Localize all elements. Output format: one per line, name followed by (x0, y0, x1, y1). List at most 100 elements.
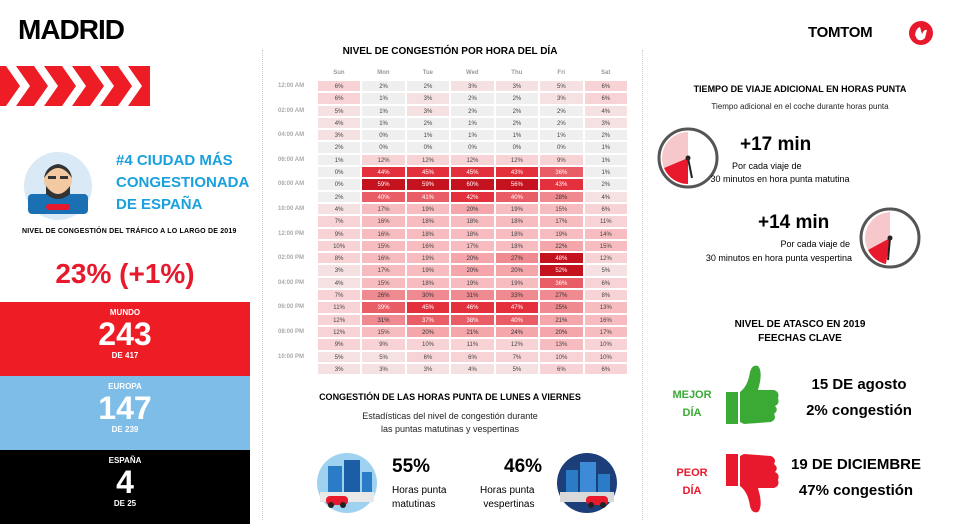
thumbs-up-icon (726, 365, 779, 424)
evening-peak-label: Horas punta vespertinas (480, 484, 534, 512)
rank-line: DE ESPAÑA (116, 196, 203, 213)
best-day-label: MEJOR DÍA (662, 386, 722, 422)
heatmap-cell: 16% (583, 313, 629, 326)
heatmap-day-label: Sun (333, 70, 345, 76)
tomtom-hand-icon (909, 21, 933, 45)
heatmap-corner (268, 66, 317, 80)
heatmap-hour-label (268, 92, 317, 104)
heatmap-cell: 36% (539, 276, 584, 290)
heatmap-row: 08:00 AM 0% 59% 59% 60% 56% 43% 2% (268, 178, 629, 191)
heatmap-cell: 6% (583, 80, 629, 93)
heatmap-cell: 41% (405, 190, 451, 203)
heatmap-cell: 16% (361, 227, 406, 240)
heatmap-cell: 45% (405, 166, 451, 179)
heatmap-hour-label (268, 215, 317, 227)
heatmap-row: 3% 3% 3% 4% 5% 6% 6% (268, 362, 629, 376)
heatmap-row: 2% 0% 0% 0% 0% 0% 1% (268, 141, 629, 154)
best-day-label-line: MEJOR (672, 389, 712, 401)
heatmap-cell: 1% (361, 92, 406, 105)
heatmap-cell: 12% (450, 153, 495, 167)
rank-box-title: ESPAÑA (108, 456, 142, 465)
heatmap-cell: 2% (494, 92, 540, 105)
morning-extra-time-value: +17 min (740, 134, 812, 155)
heatmap-hour-label: 06:00 PM (278, 304, 305, 311)
heatmap-cell: 19% (494, 202, 540, 216)
heatmap-cell: 46% (450, 301, 495, 314)
heatmap-hour-label (268, 363, 317, 375)
heatmap-cell: 3% (316, 264, 362, 277)
heatmap-cell: 40% (494, 313, 540, 326)
heatmap-cell: 10% (583, 338, 629, 351)
worst-day-date: 19 DE DICIEMBRE (790, 456, 922, 473)
peak-subtitle-line: Estadísticas del nivel de congestión dur… (362, 411, 538, 421)
heatmap-cell: 12% (583, 252, 629, 265)
heatmap-cell: 31% (361, 313, 406, 326)
heatmap-hour-label (268, 240, 317, 252)
heatmap-cell: 3% (494, 80, 540, 93)
morning-extra-time-line: Por cada viaje de (732, 161, 802, 171)
rank-box-value: 243 (98, 316, 152, 352)
extra-time-title: TIEMPO DE VIAJE ADICIONAL EN HORAS PUNTA (693, 84, 907, 94)
rank-headline: #4 CIUDAD MÁS CONGESTIONADA DE ESPAÑA (116, 150, 256, 216)
heatmap-row: 04:00 AM 3% 0% 1% 1% 1% 1% 2% (268, 129, 629, 142)
heatmap-hour-label (268, 117, 317, 129)
heatmap-hour-label: 08:00 PM (278, 328, 305, 335)
heatmap-cell: 6% (316, 92, 362, 105)
rank-line: CONGESTIONADA (116, 174, 250, 191)
europe-rank-box: EUROPA 147 DE 239 (0, 376, 250, 450)
heatmap-cell: 13% (539, 338, 584, 351)
heatmap-row: 06:00 PM 11% 39% 45% 46% 47% 25% 13% (268, 301, 629, 314)
heatmap-hour-label (268, 141, 317, 153)
rank-box-title: MUNDO (109, 308, 141, 317)
heatmap-cell: 11% (450, 338, 495, 351)
heatmap-cell: 17% (361, 202, 406, 216)
key-dates-title: NIVEL DE ATASCO EN 2019 FEECHAS CLAVE (680, 318, 920, 346)
heatmap-cell: 6% (405, 350, 451, 363)
spain-rank-box: ESPAÑA 4 DE 25 (0, 450, 250, 524)
heatmap-cell: 20% (450, 252, 495, 265)
heatmap-cell: 19% (539, 227, 584, 240)
peak-subtitle: Estadísticas del nivel de congestión dur… (330, 410, 570, 436)
chevron-stripe-icon (0, 66, 150, 106)
morning-peak-value: 55% (392, 456, 431, 477)
heatmap-row: 2% 40% 41% 42% 40% 28% 4% (268, 190, 629, 203)
heatmap-cell: 16% (361, 252, 406, 265)
worst-day-label: PEOR DÍA (662, 464, 722, 500)
congestion-level-value: 23% (+1%) (55, 258, 195, 289)
heatmap-cell: 5% (539, 80, 584, 93)
evening-clock-gauge-icon (859, 207, 921, 269)
heatmap-hour-label: 04:00 PM (278, 279, 305, 286)
heatmap-cell: 59% (405, 178, 451, 191)
column-divider (642, 50, 643, 520)
heatmap-cell: 16% (361, 215, 406, 228)
heatmap-cell: 4% (583, 190, 629, 203)
heatmap-cell: 2% (450, 92, 495, 105)
heatmap-cell: 4% (583, 104, 629, 117)
heatmap-cell: 11% (583, 215, 629, 228)
heatmap-cell: 17% (361, 264, 406, 277)
rank-box-title: EUROPA (108, 382, 142, 391)
rank-line: #4 CIUDAD MÁS (116, 152, 233, 169)
heatmap-cell: 1% (405, 129, 451, 142)
morning-clock-gauge-icon (657, 127, 719, 189)
heatmap-cell: 12% (316, 325, 362, 339)
heatmap-cell: 4% (450, 362, 495, 376)
morning-peak-label-line: Horas punta (392, 485, 447, 496)
heatmap-cell: 7% (494, 350, 540, 363)
heatmap-cell: 20% (450, 264, 495, 277)
heatmap-cell: 40% (361, 190, 406, 203)
heatmap-cell: 24% (494, 325, 540, 339)
heatmap-row: 08:00 PM 12% 15% 20% 21% 24% 20% 17% (268, 325, 629, 339)
evening-peak-value: 46% (504, 456, 543, 477)
evening-extra-time-value: +14 min (758, 212, 830, 233)
city-title: MADRID (18, 14, 125, 45)
morning-extra-time-desc-2: 30 minutos en hora punta matutina (680, 173, 880, 186)
rank-box-denominator: DE 25 (113, 499, 137, 508)
heatmap-cell: 45% (405, 301, 451, 314)
heatmap-cell: 12% (405, 153, 451, 167)
heatmap-cell: 1% (494, 129, 540, 142)
heatmap-cell: 20% (405, 325, 451, 339)
heatmap-cell: 19% (405, 202, 451, 216)
stressed-driver-icon (24, 152, 92, 220)
